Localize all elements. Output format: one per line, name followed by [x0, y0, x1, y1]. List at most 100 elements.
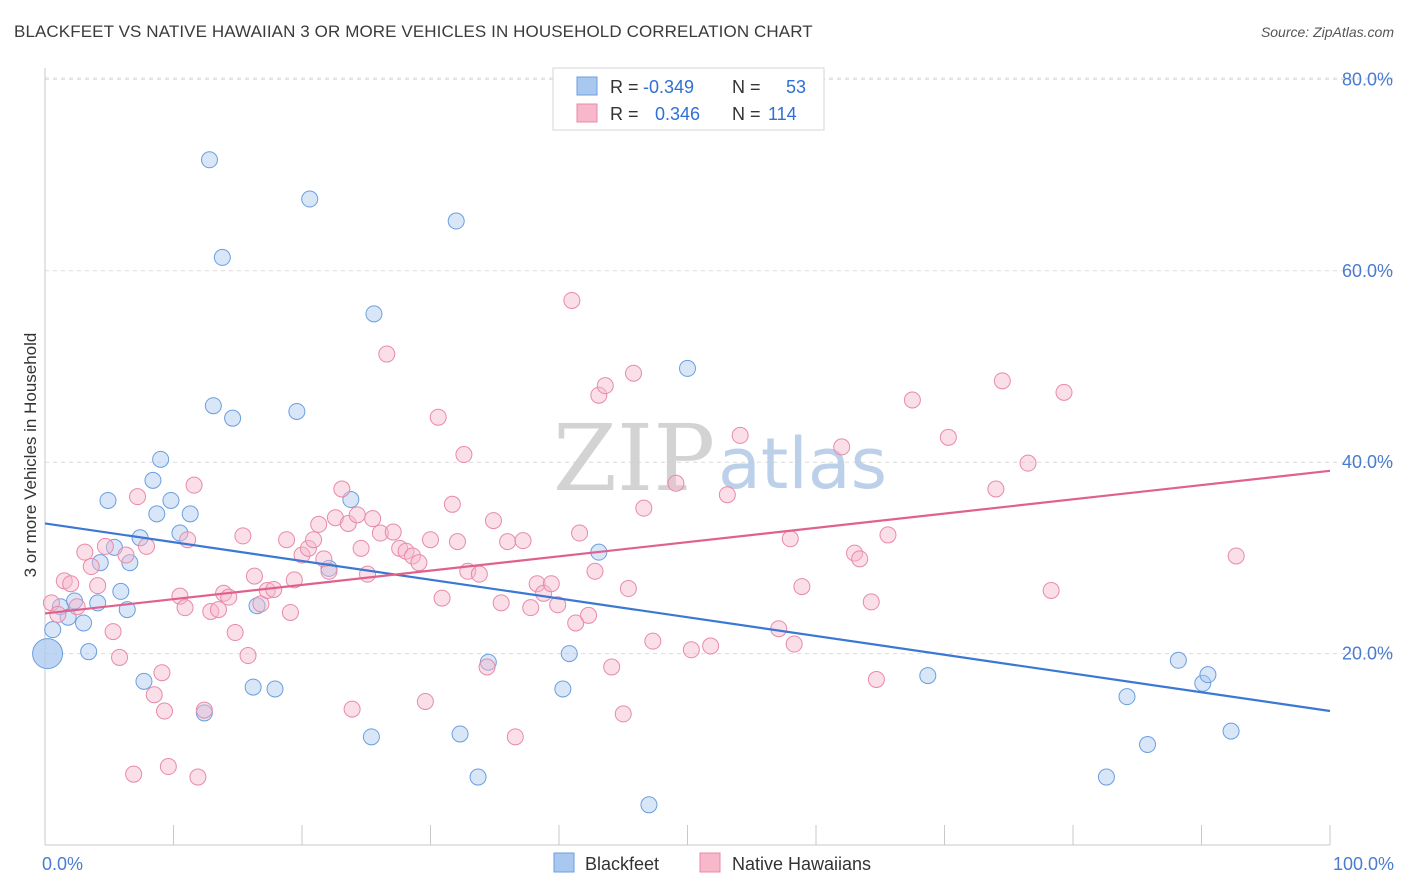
blackfeet-point [447, 212, 465, 230]
y-tick-label: 40.0% [1342, 452, 1393, 472]
y-tick-label: 60.0% [1342, 261, 1393, 281]
native-hawaiian-point [478, 658, 496, 676]
native-hawaiian-point [185, 476, 203, 494]
native-hawaiian-point [443, 495, 461, 513]
native-hawaiian-point [422, 531, 439, 549]
native-hawaiian-point [104, 623, 122, 641]
y-tick-label: 20.0% [1342, 644, 1393, 664]
native-hawaiian-point [226, 624, 244, 642]
native-hawaiian-point [635, 499, 653, 517]
native-hawaiian-point [176, 599, 194, 617]
blackfeet-point [162, 491, 180, 509]
native-hawaiian-point [506, 728, 524, 746]
native-hawaiian-point [625, 364, 643, 382]
native-hawaiian-point [378, 345, 396, 363]
native-hawaiian-point [903, 391, 921, 409]
native-hawaiian-point [125, 765, 143, 783]
blackfeet-point [554, 680, 572, 698]
source-label: Source: ZipAtlas.com [1260, 24, 1394, 40]
native-hawaiian-point [189, 768, 207, 786]
native-hawaiian-point [702, 637, 720, 655]
blackfeet-point [451, 725, 469, 743]
y-axis-label: 3 or more Vehicles in Household [21, 333, 40, 578]
blackfeet-trend-line [44, 522, 1331, 713]
native-hawaiian-point [239, 647, 257, 665]
bottom-legend-label-native-hawaiians: Native Hawaiians [732, 854, 871, 874]
bottom-legend-swatch-native-hawaiians [699, 852, 721, 873]
legend-swatch-blackfeet [576, 76, 598, 96]
blackfeet-point [244, 678, 262, 696]
blackfeet-point [560, 645, 578, 663]
y-tick-label: 80.0% [1342, 69, 1393, 89]
native-hawaiian-point [245, 567, 263, 585]
native-hawaiian-point [586, 562, 604, 580]
native-hawaiian-point [614, 705, 632, 723]
native-hawaiian-point [793, 578, 811, 596]
bottom-legend: Blackfeet Native Hawaiians [553, 852, 871, 874]
native-hawaiian-point [320, 562, 338, 580]
native-hawaiian-point [117, 546, 135, 564]
native-hawaiian-point [781, 530, 799, 548]
native-hawaiian-point [939, 428, 957, 446]
native-hawaiian-point [384, 523, 402, 541]
blackfeet-point [301, 190, 319, 208]
native-hawaiian-point [343, 700, 361, 718]
x-tick-label: 100.0% [1333, 854, 1394, 874]
native-hawaiian-point [82, 558, 100, 576]
native-hawaiians-trend-line [44, 469, 1331, 615]
legend-n-label-2: N = [732, 104, 761, 124]
native-hawaiian-point [76, 543, 94, 561]
native-hawaiian-point [879, 526, 897, 544]
blackfeet-point [1194, 674, 1212, 692]
native-hawaiian-point [851, 550, 869, 568]
trend-lines [44, 469, 1331, 713]
native-hawaiian-point [278, 531, 296, 549]
native-hawaiian-point [310, 515, 328, 533]
chart-title: BLACKFEET VS NATIVE HAWAIIAN 3 OR MORE V… [14, 22, 813, 41]
blackfeet-point [1097, 768, 1115, 786]
native-hawaiian-point [1019, 454, 1037, 472]
native-hawaiian-point [785, 635, 803, 653]
legend-n-value-2: 114 [768, 104, 797, 124]
blackfeet-point [144, 471, 162, 489]
native-hawaiian-point [549, 596, 567, 614]
native-hawaiian-point [410, 554, 428, 572]
native-hawaiian-point [470, 565, 488, 583]
native-hawaiian-point [62, 575, 80, 593]
blackfeet-point [288, 402, 306, 420]
native-hawaiian-point [448, 533, 466, 551]
native-hawaiian-point [603, 658, 621, 676]
y-tick-labels: 20.0% 40.0% 60.0% 80.0% [1342, 69, 1393, 663]
native-hawaiian-point [89, 577, 107, 595]
blackfeet-point [224, 409, 242, 427]
blackfeet-point [1118, 688, 1136, 706]
native-hawaiian-point [159, 758, 177, 776]
bottom-legend-swatch-blackfeet [553, 852, 575, 873]
blackfeet-point [1139, 736, 1157, 754]
native-hawaiian-point [596, 377, 614, 395]
native-hawaiian-point [542, 575, 560, 593]
blackfeet-point [365, 305, 383, 323]
native-hawaiian-point [234, 527, 252, 545]
native-hawaiian-point [455, 446, 473, 464]
native-hawaiian-point [571, 524, 589, 542]
native-hawaiians-points [42, 291, 1245, 786]
native-hawaiian-point [49, 605, 67, 623]
native-hawaiian-point [429, 408, 447, 426]
blackfeet-point [44, 621, 62, 639]
native-hawaiian-point [68, 598, 86, 616]
native-hawaiian-point [129, 488, 147, 506]
legend-r-label-1: R = [610, 77, 639, 97]
blackfeet-point [80, 643, 98, 661]
native-hawaiian-point [333, 480, 351, 498]
native-hawaiian-point [305, 531, 323, 549]
native-hawaiian-point [499, 533, 517, 551]
native-hawaiian-point [348, 506, 366, 524]
blackfeet-point [1169, 651, 1187, 669]
blackfeet-point [135, 672, 153, 690]
blackfeet-point [919, 667, 937, 685]
blackfeet-point [469, 768, 487, 786]
native-hawaiian-point [364, 510, 382, 528]
legend-n-label-1: N = [732, 77, 761, 97]
blackfeet-point [213, 248, 231, 266]
